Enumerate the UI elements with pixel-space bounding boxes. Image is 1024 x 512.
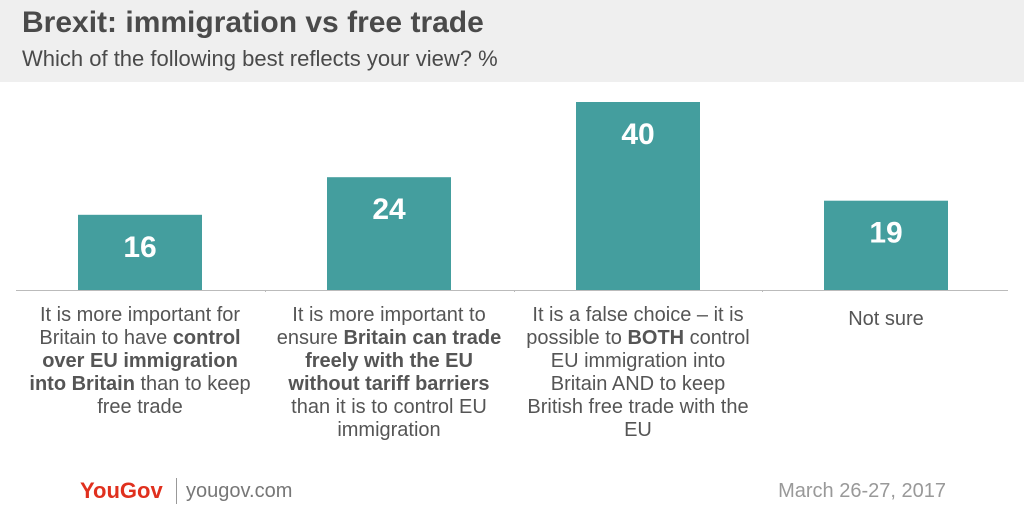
footer-divider [176,478,177,504]
category-label: Not sure [848,308,924,330]
chart-title: Brexit: immigration vs free trade [22,6,484,39]
bar-value-label: 19 [869,217,902,250]
footer-site-link[interactable]: yougov.com [186,480,293,502]
bar-value-label: 40 [621,118,654,151]
bar-value-label: 16 [123,231,156,264]
chart-subtitle: Which of the following best reflects you… [22,46,498,71]
bar [576,102,700,290]
bar [327,177,451,290]
category-label: It is more important to ensure Britain c… [276,304,502,441]
bar [78,214,202,290]
header: Brexit: immigration vs free trade Which … [0,0,1024,82]
bar-value-label: 24 [372,193,406,226]
bar-chart: 16 24 40 19 [16,102,1008,292]
yougov-logo: YouGov [80,478,163,503]
footer-date: March 26-27, 2017 [778,480,946,502]
category-label: It is more important for Britain to have… [29,304,251,418]
category-label: It is a false choice – it is possible to… [526,304,750,441]
bar [824,200,948,290]
